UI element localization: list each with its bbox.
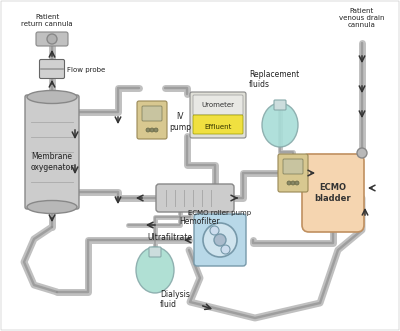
Circle shape (210, 226, 219, 235)
Text: Replacement
fluids: Replacement fluids (249, 70, 299, 89)
FancyBboxPatch shape (36, 32, 68, 46)
Circle shape (150, 128, 154, 132)
FancyBboxPatch shape (25, 95, 79, 209)
Circle shape (146, 128, 150, 132)
FancyBboxPatch shape (142, 106, 162, 121)
Text: Dialysis
fluid: Dialysis fluid (160, 290, 190, 309)
Text: ECMO roller pump: ECMO roller pump (188, 210, 252, 216)
Text: Urometer: Urometer (202, 102, 234, 108)
Ellipse shape (262, 103, 298, 147)
Text: Flow probe: Flow probe (67, 67, 105, 73)
Circle shape (154, 128, 158, 132)
Text: ECMO
bladder: ECMO bladder (315, 183, 351, 203)
Circle shape (287, 181, 291, 185)
Circle shape (203, 223, 237, 257)
Circle shape (295, 181, 299, 185)
Circle shape (214, 234, 226, 246)
FancyBboxPatch shape (190, 92, 246, 138)
FancyBboxPatch shape (194, 214, 246, 266)
FancyBboxPatch shape (149, 247, 161, 257)
FancyBboxPatch shape (274, 100, 286, 110)
Text: Effluent: Effluent (204, 123, 232, 129)
FancyBboxPatch shape (302, 154, 364, 232)
FancyBboxPatch shape (193, 115, 243, 134)
FancyBboxPatch shape (156, 184, 234, 212)
FancyBboxPatch shape (40, 60, 64, 78)
Text: Patient
venous drain
cannula: Patient venous drain cannula (339, 8, 385, 28)
Circle shape (291, 181, 295, 185)
FancyBboxPatch shape (193, 95, 243, 115)
Text: Membrane
oxygenator: Membrane oxygenator (30, 152, 74, 172)
Circle shape (221, 245, 230, 254)
Circle shape (47, 34, 57, 44)
Text: Hemofilter: Hemofilter (180, 217, 220, 226)
FancyBboxPatch shape (137, 101, 167, 139)
Ellipse shape (27, 201, 77, 213)
Ellipse shape (136, 247, 174, 293)
Text: IV
pump: IV pump (169, 112, 191, 132)
FancyBboxPatch shape (283, 159, 303, 174)
Ellipse shape (27, 90, 77, 104)
Circle shape (357, 148, 367, 158)
Text: Ultrafiltrate: Ultrafiltrate (148, 233, 192, 242)
FancyBboxPatch shape (278, 154, 308, 192)
Text: Patient
return cannula: Patient return cannula (21, 14, 73, 27)
